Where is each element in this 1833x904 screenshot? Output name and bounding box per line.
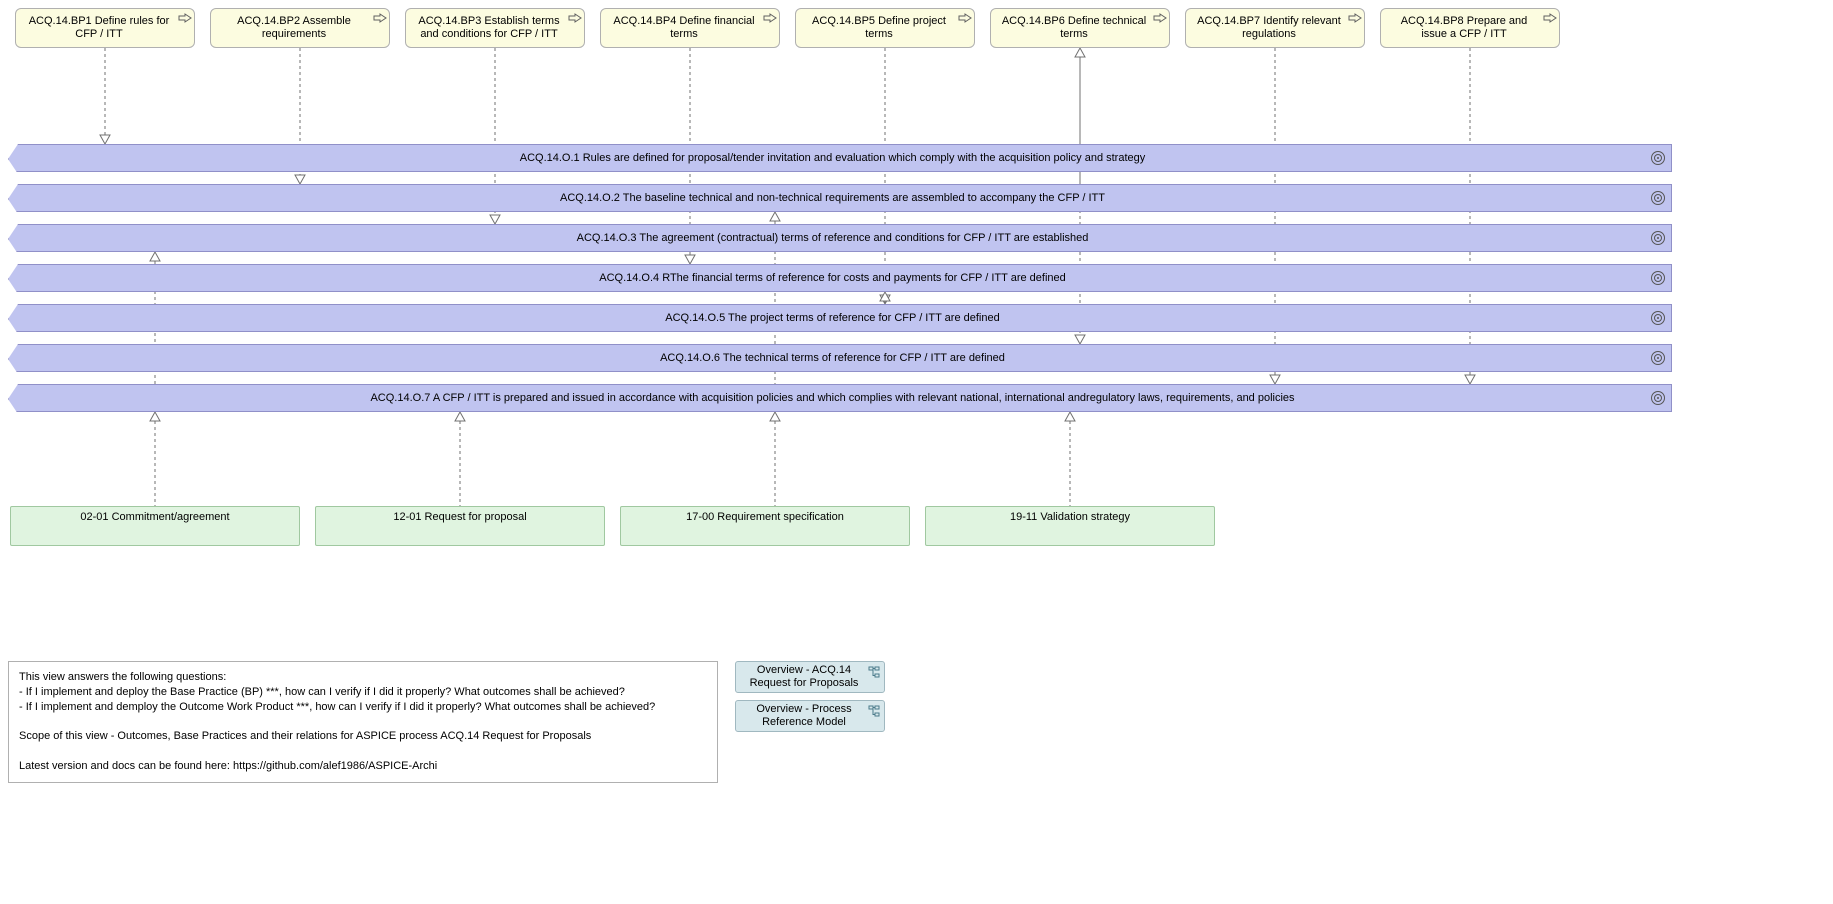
base-practice-bp2[interactable]: ACQ.14.BP2 Assemble requirements [210, 8, 390, 48]
target-icon [1651, 231, 1665, 245]
target-icon [1651, 151, 1665, 165]
target-icon [1651, 351, 1665, 365]
description-note: This view answers the following question… [8, 661, 718, 783]
note-line: This view answers the following question… [19, 670, 707, 685]
note-line: Latest version and docs can be found her… [19, 759, 707, 774]
outcome-label: ACQ.14.O.7 A CFP / ITT is prepared and i… [370, 392, 1294, 404]
bp-label: ACQ.14.BP3 Establish terms and condition… [412, 15, 566, 41]
bp-label: ACQ.14.BP4 Define financial terms [607, 15, 761, 41]
outcome-o2[interactable]: ACQ.14.O.2 The baseline technical and no… [8, 184, 1672, 212]
note-line: - If I implement and demploy the Outcome… [19, 700, 707, 715]
hierarchy-icon [868, 666, 880, 678]
outcome-o5[interactable]: ACQ.14.O.5 The project terms of referenc… [8, 304, 1672, 332]
bp-label: ACQ.14.BP1 Define rules for CFP / ITT [22, 15, 176, 41]
bp-label: ACQ.14.BP6 Define technical terms [997, 15, 1151, 41]
arrow-right-icon [568, 13, 580, 23]
bp-label: ACQ.14.BP2 Assemble requirements [217, 15, 371, 41]
outcome-o3[interactable]: ACQ.14.O.3 The agreement (contractual) t… [8, 224, 1672, 252]
nav-link-lk2[interactable]: Overview - Process Reference Model [735, 700, 885, 732]
work-product-wp1[interactable]: 02-01 Commitment/agreement [10, 506, 300, 546]
work-product-wp3[interactable]: 17-00 Requirement specification [620, 506, 910, 546]
arrow-right-icon [178, 13, 190, 23]
base-practice-bp1[interactable]: ACQ.14.BP1 Define rules for CFP / ITT [15, 8, 195, 48]
outcome-o6[interactable]: ACQ.14.O.6 The technical terms of refere… [8, 344, 1672, 372]
target-icon [1651, 311, 1665, 325]
bp-label: ACQ.14.BP5 Define project terms [802, 15, 956, 41]
arrow-right-icon [373, 13, 385, 23]
target-icon [1651, 391, 1665, 405]
base-practice-bp3[interactable]: ACQ.14.BP3 Establish terms and condition… [405, 8, 585, 48]
arrow-right-icon [1543, 13, 1555, 23]
base-practice-bp5[interactable]: ACQ.14.BP5 Define project terms [795, 8, 975, 48]
outcome-label: ACQ.14.O.5 The project terms of referenc… [665, 312, 999, 324]
work-product-wp4[interactable]: 19-11 Validation strategy [925, 506, 1215, 546]
base-practice-bp8[interactable]: ACQ.14.BP8 Prepare and issue a CFP / ITT [1380, 8, 1560, 48]
outcome-label: ACQ.14.O.6 The technical terms of refere… [660, 352, 1005, 364]
outcome-o4[interactable]: ACQ.14.O.4 RThe financial terms of refer… [8, 264, 1672, 292]
wp-label: 02-01 Commitment/agreement [80, 511, 229, 523]
outcome-o7[interactable]: ACQ.14.O.7 A CFP / ITT is prepared and i… [8, 384, 1672, 412]
note-line [19, 744, 707, 759]
wp-label: 17-00 Requirement specification [686, 511, 844, 523]
arrow-right-icon [1348, 13, 1360, 23]
link-label: Overview - ACQ.14 Request for Proposals [744, 664, 864, 689]
hierarchy-icon [868, 705, 880, 717]
note-line: - If I implement and deploy the Base Pra… [19, 685, 707, 700]
target-icon [1651, 271, 1665, 285]
note-line: Scope of this view - Outcomes, Base Prac… [19, 729, 707, 744]
outcome-o1[interactable]: ACQ.14.O.1 Rules are defined for proposa… [8, 144, 1672, 172]
arrow-right-icon [958, 13, 970, 23]
outcome-label: ACQ.14.O.2 The baseline technical and no… [560, 192, 1105, 204]
note-line [19, 715, 707, 730]
base-practice-bp7[interactable]: ACQ.14.BP7 Identify relevant regulations [1185, 8, 1365, 48]
nav-link-lk1[interactable]: Overview - ACQ.14 Request for Proposals [735, 661, 885, 693]
target-icon [1651, 191, 1665, 205]
bp-label: ACQ.14.BP8 Prepare and issue a CFP / ITT [1387, 15, 1541, 41]
bp-label: ACQ.14.BP7 Identify relevant regulations [1192, 15, 1346, 41]
arrow-right-icon [763, 13, 775, 23]
wp-label: 12-01 Request for proposal [393, 511, 526, 523]
outcome-label: ACQ.14.O.3 The agreement (contractual) t… [577, 232, 1089, 244]
diagram-canvas: ACQ.14.BP1 Define rules for CFP / ITT ACQ… [0, 0, 1833, 904]
work-product-wp2[interactable]: 12-01 Request for proposal [315, 506, 605, 546]
base-practice-bp6[interactable]: ACQ.14.BP6 Define technical terms [990, 8, 1170, 48]
outcome-label: ACQ.14.O.4 RThe financial terms of refer… [599, 272, 1066, 284]
base-practice-bp4[interactable]: ACQ.14.BP4 Define financial terms [600, 8, 780, 48]
link-label: Overview - Process Reference Model [744, 703, 864, 728]
wp-label: 19-11 Validation strategy [1010, 511, 1130, 523]
outcome-label: ACQ.14.O.1 Rules are defined for proposa… [520, 152, 1146, 164]
arrow-right-icon [1153, 13, 1165, 23]
